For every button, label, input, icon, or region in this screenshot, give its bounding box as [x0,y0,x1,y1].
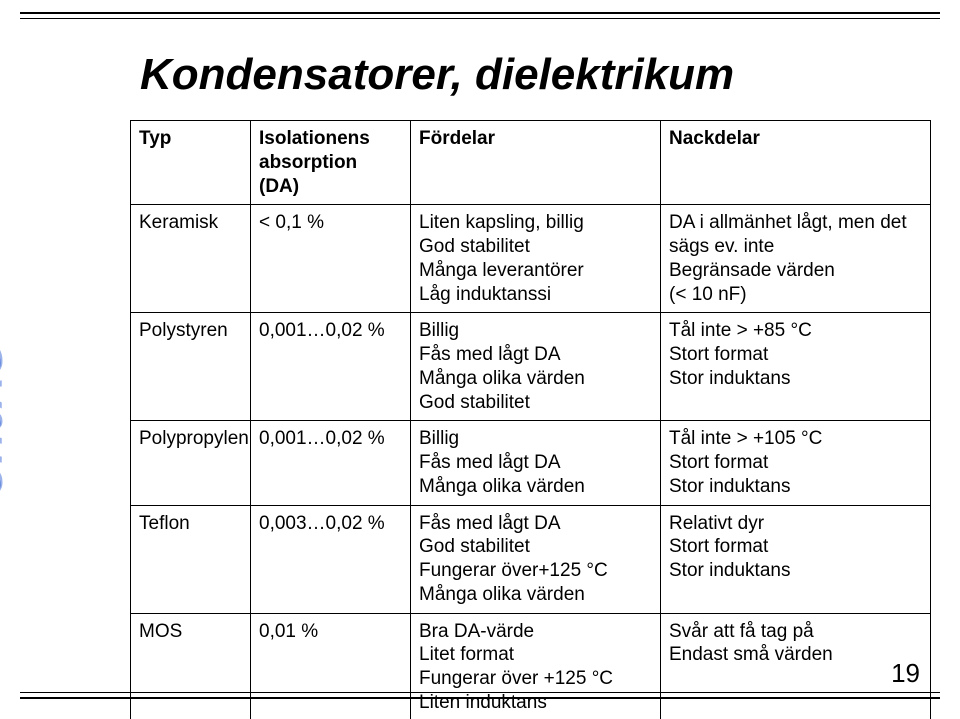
table-row: Teflon0,003…0,02 %Fås med lågt DAGod sta… [131,505,931,613]
cell-typ: Teflon [131,505,251,613]
th-da: Isolationens absorption (DA) [251,121,411,205]
cell-fordelar: BilligFås med lågt DAMånga olika värden [411,421,661,505]
cell-fordelar: Fås med lågt DAGod stabilitetFungerar öv… [411,505,661,613]
cell-typ: Polystyren [131,313,251,421]
dielectric-table: Typ Isolationens absorption (DA) Fördela… [130,120,931,719]
slide-title: Kondensatorer, dielektrikum [140,50,900,100]
top-rule-thin [20,18,940,19]
cell-da: < 0,1 % [251,205,411,313]
th-typ: Typ [131,121,251,205]
table-header-row: Typ Isolationens absorption (DA) Fördela… [131,121,931,205]
cell-da: 0,001…0,02 % [251,313,411,421]
th-nackdelar: Nackdelar [661,121,931,205]
th-fordelar: Fördelar [411,121,661,205]
bottom-rule-thin [20,692,940,693]
table-row: Polystyren0,001…0,02 %BilligFås med lågt… [131,313,931,421]
table-row: Keramisk< 0,1 %Liten kapsling, billigGod… [131,205,931,313]
page-number: 19 [891,658,920,689]
table-body: Keramisk< 0,1 %Liten kapsling, billigGod… [131,205,931,719]
cell-da: 0,003…0,02 % [251,505,411,613]
table-row: Polypropylen0,001…0,02 %BilligFås med lå… [131,421,931,505]
slide-page: OOHH66AAGG Kondensatorer, dielektrikum T… [0,0,960,719]
cell-typ: Keramisk [131,205,251,313]
top-rule-thick [20,12,940,14]
cell-nackdelar: Relativt dyrStort formatStor induktans [661,505,931,613]
table-wrapper: Typ Isolationens absorption (DA) Fördela… [130,120,930,719]
cell-nackdelar: Svår att få tag påEndast små värden [661,613,931,719]
cell-fordelar: BilligFås med lågt DAMånga olika värdenG… [411,313,661,421]
cell-fordelar: Liten kapsling, billigGod stabilitetMång… [411,205,661,313]
cell-nackdelar: Tål inte > +105 °CStort formatStor induk… [661,421,931,505]
cell-da: 0,001…0,02 % [251,421,411,505]
table-row: MOS0,01 %Bra DA-värdeLitet formatFungera… [131,613,931,719]
cell-da: 0,01 % [251,613,411,719]
cell-typ: MOS [131,613,251,719]
cell-nackdelar: Tål inte > +85 °CStort formatStor indukt… [661,313,931,421]
cell-nackdelar: DA i allmänhet lågt, men det sägs ev. in… [661,205,931,313]
cell-fordelar: Bra DA-värdeLitet formatFungerar över +1… [411,613,661,719]
side-watermark: OOHH66AAGG [0,345,10,499]
cell-typ: Polypropylen [131,421,251,505]
bottom-rule-thick [20,697,940,699]
